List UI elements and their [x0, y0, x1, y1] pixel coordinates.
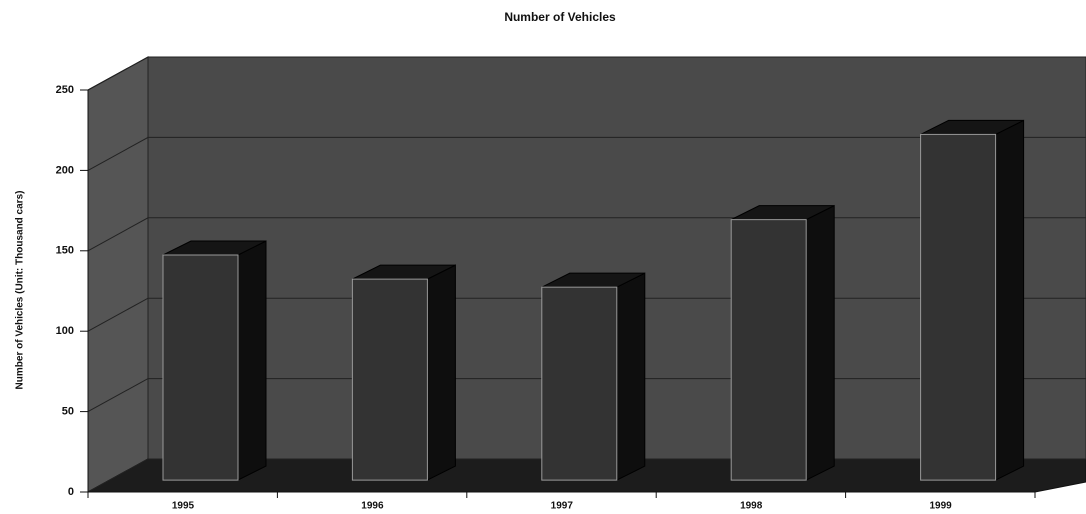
y-axis-label: Number of Vehicles (Unit: Thousand cars) [15, 191, 26, 390]
y-tick-label: 0 [68, 486, 74, 498]
bar [541, 286, 618, 481]
bar-side [426, 264, 456, 481]
grid-line [87, 136, 1086, 171]
bar [730, 219, 807, 481]
x-tick-label: 1997 [551, 501, 574, 512]
bar [162, 254, 239, 481]
x-tick-label: 1995 [172, 501, 195, 512]
bar-side [995, 119, 1025, 481]
x-tick-label: 1998 [740, 501, 763, 512]
bar-side [805, 204, 835, 481]
x-tick-label: 1996 [361, 501, 384, 512]
bar [920, 133, 997, 481]
y-tick-label: 50 [62, 406, 74, 418]
y-tick-label: 200 [56, 164, 74, 176]
chart-title: Number of Vehicles [504, 10, 616, 24]
x-tick-label: 1999 [929, 501, 952, 512]
grid-line [87, 56, 1086, 91]
side-wall [87, 56, 149, 493]
y-tick-label: 150 [56, 245, 74, 257]
y-tick-label: 100 [56, 325, 74, 337]
y-tick-label: 250 [56, 84, 74, 96]
bar-side [616, 272, 646, 481]
bar-side [237, 240, 267, 481]
bar [351, 278, 428, 481]
